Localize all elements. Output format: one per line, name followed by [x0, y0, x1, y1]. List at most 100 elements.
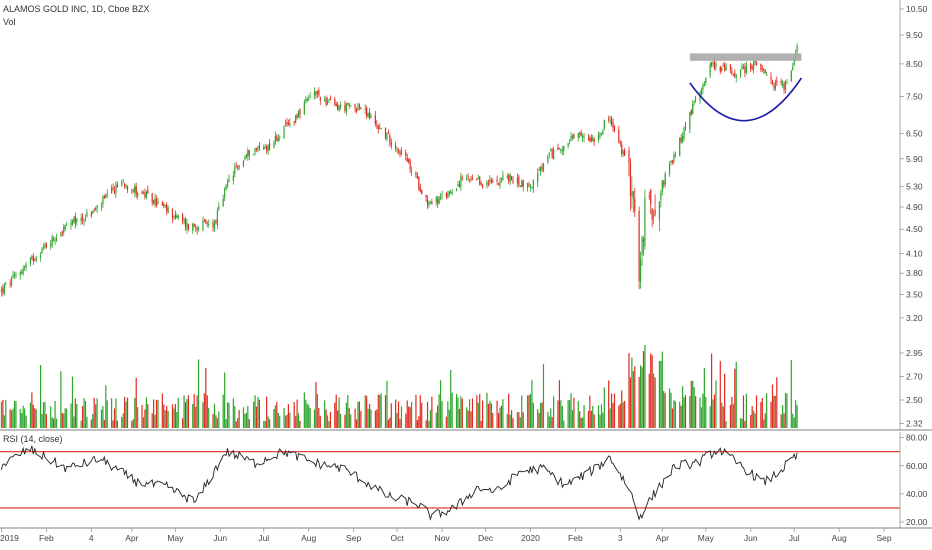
volume-bar [734, 368, 736, 428]
volume-bar [232, 398, 234, 428]
volume-bar [90, 419, 92, 428]
price-tick-label: 10.50 [906, 4, 928, 14]
time-tick-label: Aug [301, 533, 316, 543]
candle-body [618, 129, 620, 143]
candle-body [63, 226, 65, 233]
volume-bar [451, 392, 453, 428]
price-tick-label: 5.30 [906, 182, 923, 192]
candle-body [590, 137, 592, 142]
candle-body [419, 187, 421, 192]
candle-body [508, 174, 510, 182]
candle-body [573, 134, 575, 139]
volume-bar [441, 401, 443, 428]
candle-body [235, 165, 237, 168]
candle-body [212, 223, 214, 228]
volume-bar [245, 412, 247, 428]
candle-body [660, 192, 662, 200]
volume-bar [539, 403, 542, 428]
volume-bar [126, 397, 129, 428]
volume-bar [509, 414, 511, 428]
candle-body [164, 204, 166, 207]
volume-bar [745, 393, 747, 428]
candle-body [603, 120, 605, 130]
volume-bar [410, 401, 413, 428]
volume-label: Vol [3, 17, 16, 27]
volume-bar [751, 406, 753, 428]
volume-bar [715, 380, 717, 428]
volume-bar [551, 417, 553, 428]
candle-body [237, 167, 239, 170]
volume-bar [608, 380, 610, 428]
candle-body [380, 128, 382, 130]
volume-bar [550, 408, 552, 428]
candle-body [476, 179, 478, 181]
volume-bar [164, 410, 166, 428]
volume-bar [713, 394, 716, 428]
volume-bar [583, 405, 585, 428]
candle-body [689, 112, 691, 130]
volume-bar [9, 409, 11, 428]
candle-body [187, 224, 190, 230]
candle-body [147, 189, 149, 194]
volume-bar [355, 419, 358, 428]
candle-body [390, 142, 392, 146]
volume-bar [457, 397, 459, 428]
candle-body [426, 199, 429, 205]
candle-body [582, 135, 584, 139]
candle-body [457, 184, 459, 187]
candle-body [551, 148, 553, 158]
volume-bar [437, 405, 439, 428]
candle-body [257, 146, 259, 151]
volume-bar [374, 410, 376, 428]
candle-body [177, 215, 179, 218]
candle-body [661, 180, 663, 192]
candle-body [710, 62, 713, 65]
candle-body [653, 215, 655, 217]
candle-body [537, 172, 539, 183]
volume-bar [651, 355, 653, 428]
volume-bar [710, 353, 713, 428]
candle-body [126, 186, 129, 190]
candle-body [173, 215, 175, 217]
volume-bar [248, 419, 250, 428]
volume-bar [770, 401, 772, 428]
candle-body [192, 223, 194, 231]
candle-body [253, 153, 255, 155]
candle-body [754, 60, 756, 64]
candle-body [326, 100, 329, 105]
candle-body [141, 192, 143, 195]
volume-bar [510, 410, 513, 428]
candle-body [182, 213, 184, 221]
candle-body [216, 210, 218, 225]
candle-body [218, 205, 220, 210]
candle-body [10, 277, 13, 286]
volume-bar [24, 408, 26, 428]
candle-body [435, 197, 437, 202]
volume-bar [284, 415, 287, 428]
volume-bar [84, 400, 87, 428]
candle-body [293, 121, 295, 123]
candle-body [184, 218, 187, 227]
volume-bar [654, 377, 656, 428]
candle-body [50, 244, 52, 247]
candle-body [528, 184, 530, 186]
candle-body [76, 219, 78, 222]
price-candles [0, 43, 798, 297]
volume-bar [700, 407, 703, 428]
candle-body [283, 126, 285, 139]
candle-body [487, 182, 490, 184]
volume-bar [157, 399, 159, 428]
time-tick-label: Sep [876, 533, 891, 543]
candle-body [284, 124, 287, 126]
candle-body [447, 193, 449, 198]
volume-bar [186, 399, 188, 428]
candle-body [496, 179, 498, 182]
candle-body [60, 232, 62, 236]
candle-body [247, 150, 249, 157]
time-tick-label: Nov [434, 533, 450, 543]
volume-bar [350, 414, 352, 428]
volume-bar [602, 412, 604, 428]
candle-body [428, 202, 430, 206]
volume-bar [222, 394, 224, 428]
